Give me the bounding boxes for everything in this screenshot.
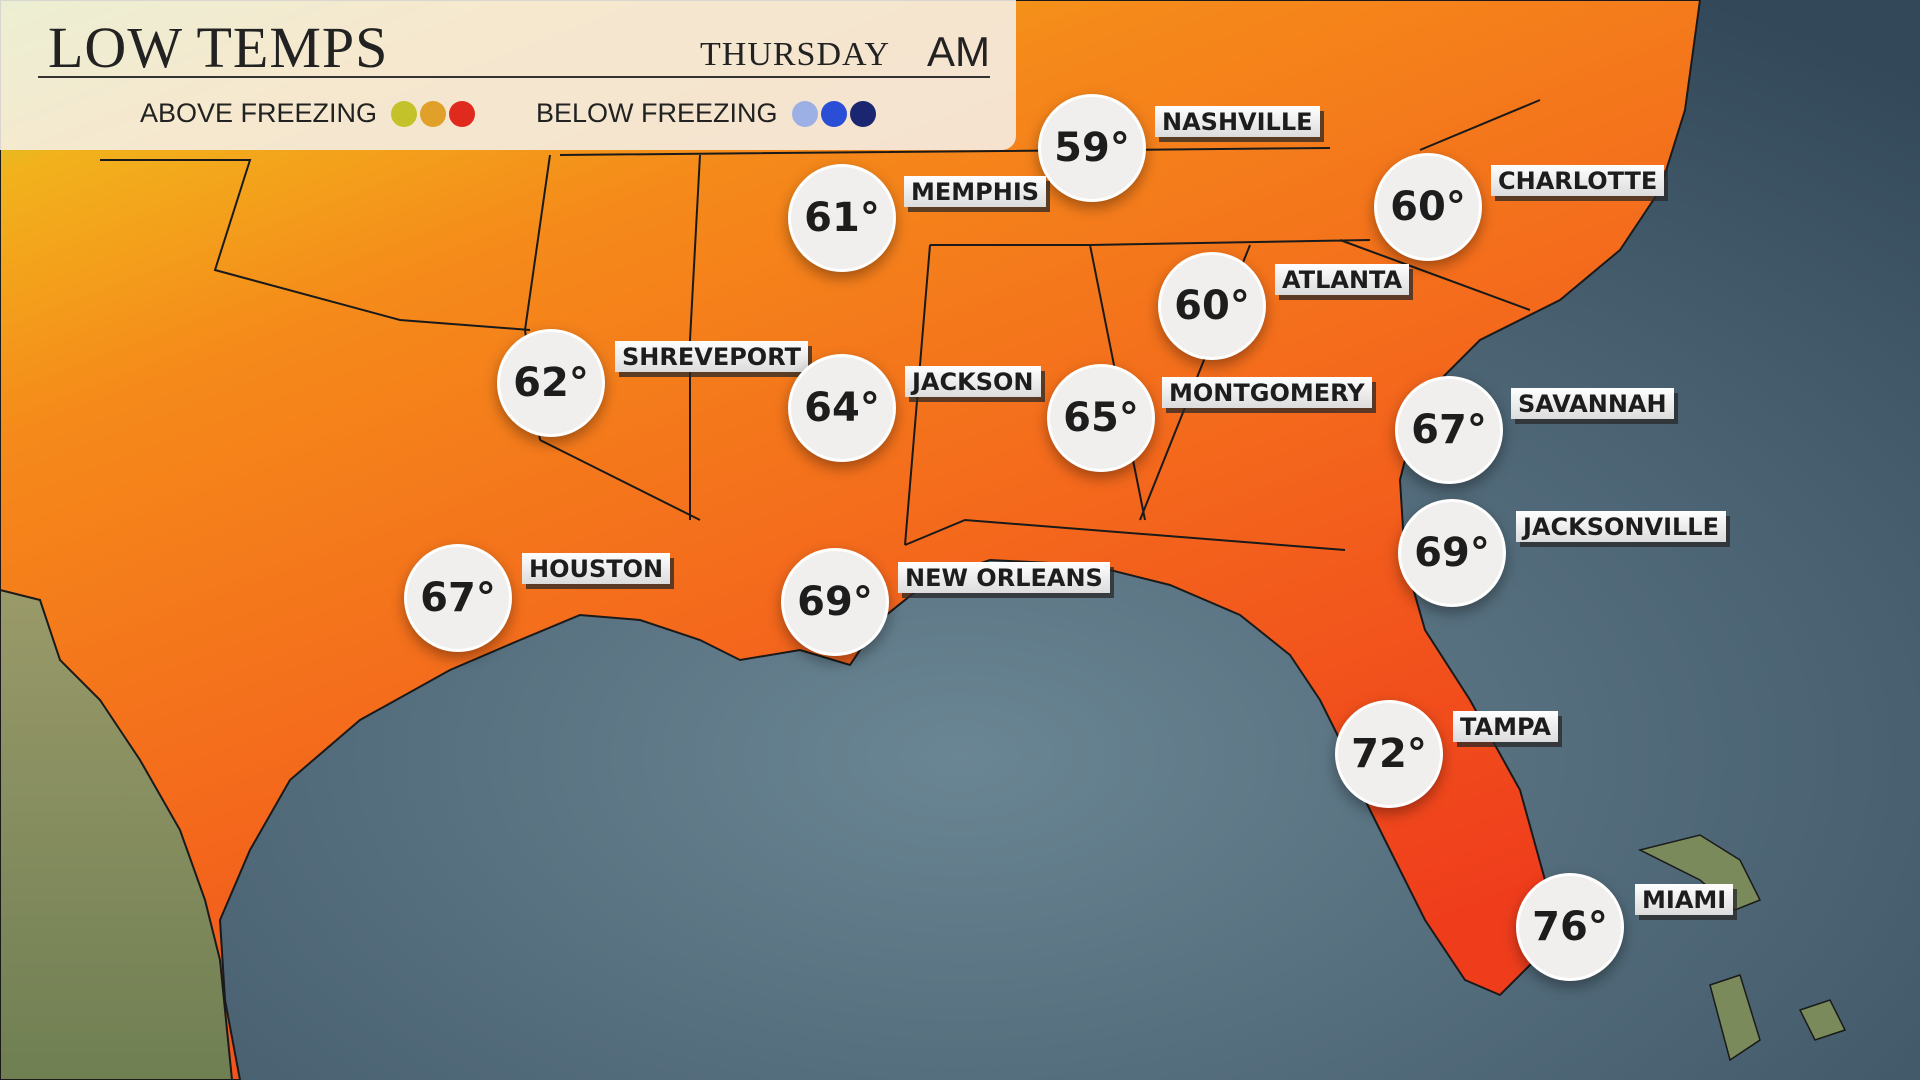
- temp-circle: 60°: [1374, 153, 1482, 261]
- city-label: MONTGOMERY: [1162, 377, 1372, 408]
- city-label: MIAMI: [1635, 884, 1734, 915]
- legend-dot: [420, 100, 447, 127]
- legend-label: BELOW FREEZING: [536, 98, 778, 128]
- legend-dot: [820, 100, 847, 127]
- mexico: [0, 588, 234, 1080]
- city-label: JACKSON: [905, 366, 1041, 397]
- legend-dot: [449, 100, 476, 127]
- title: LOW TEMPS: [48, 15, 389, 80]
- legend-item: BELOW FREEZING: [536, 98, 876, 129]
- city-label: SHREVEPORT: [615, 341, 808, 372]
- city-label: TAMPA: [1453, 711, 1558, 742]
- header-panel: LOW TEMPS THURSDAY AM ABOVE FREEZING BEL…: [0, 0, 1016, 150]
- city-label: MEMPHIS: [904, 176, 1047, 207]
- legend-dots: [391, 100, 476, 127]
- temp-circle: 69°: [781, 548, 889, 656]
- temp-circle: 69°: [1398, 499, 1506, 607]
- legend-dot: [391, 100, 418, 127]
- city-label: SAVANNAH: [1511, 388, 1674, 419]
- temp-circle: 62°: [497, 329, 605, 437]
- legend-dots: [791, 100, 876, 127]
- legend-label: ABOVE FREEZING: [140, 98, 378, 128]
- city-label: CHARLOTTE: [1491, 165, 1665, 196]
- city-label: JACKSONVILLE: [1516, 511, 1726, 542]
- temp-circle: 76°: [1516, 873, 1624, 981]
- temp-circle: 64°: [788, 354, 896, 462]
- divider: [38, 76, 990, 78]
- period: AM: [927, 28, 990, 75]
- temp-circle: 67°: [1395, 376, 1503, 484]
- temp-circle: 60°: [1158, 252, 1266, 360]
- legend-dot: [791, 100, 818, 127]
- temp-circle: 72°: [1335, 700, 1443, 808]
- legend-item: ABOVE FREEZING: [140, 98, 476, 129]
- day: THURSDAY: [700, 36, 891, 73]
- city-label: HOUSTON: [522, 553, 671, 584]
- city-label: ATLANTA: [1275, 264, 1410, 295]
- legend-dot: [849, 100, 876, 127]
- temp-circle: 67°: [404, 544, 512, 652]
- temp-circle: 65°: [1047, 364, 1155, 472]
- temp-circle: 61°: [788, 164, 896, 272]
- city-label: NASHVILLE: [1155, 106, 1320, 137]
- temp-circle: 59°: [1038, 94, 1146, 202]
- city-label: NEW ORLEANS: [898, 562, 1110, 593]
